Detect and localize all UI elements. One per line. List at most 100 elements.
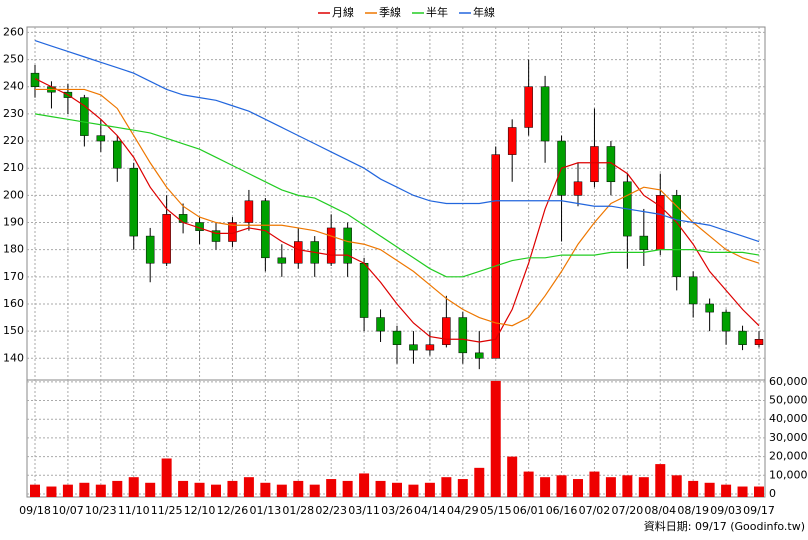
ma-line bbox=[35, 88, 760, 327]
y2-tick-label: 0 bbox=[769, 487, 776, 500]
y-tick-label: 140 bbox=[3, 351, 24, 364]
y-tick-label: 210 bbox=[3, 161, 24, 174]
legend-label: 季線 bbox=[379, 5, 401, 19]
volume-bar bbox=[161, 458, 172, 497]
candle-body bbox=[458, 317, 468, 354]
volume-bar bbox=[605, 477, 616, 497]
x-tick-label: 08/19 bbox=[677, 504, 709, 517]
volume-bar bbox=[754, 486, 764, 497]
candle-body bbox=[96, 135, 106, 142]
x-tick-label: 01/28 bbox=[282, 504, 314, 517]
x-tick-label: 09/03 bbox=[710, 504, 742, 517]
candle-body bbox=[376, 317, 385, 332]
x-tick-label: 03/11 bbox=[348, 504, 380, 517]
volume-bar bbox=[62, 484, 73, 497]
candle-body bbox=[507, 127, 517, 155]
volume-bar bbox=[342, 480, 353, 497]
y-tick-label: 230 bbox=[3, 107, 24, 120]
volume-bar bbox=[30, 484, 40, 497]
x-tick-label: 04/14 bbox=[414, 504, 446, 517]
volume-bar bbox=[211, 484, 221, 497]
volume-bar bbox=[112, 480, 123, 497]
candle-body bbox=[754, 339, 764, 345]
candle-body bbox=[80, 97, 89, 136]
volume-bar bbox=[424, 482, 435, 497]
y-tick-label: 180 bbox=[3, 243, 24, 256]
candle-body bbox=[294, 241, 303, 264]
volume-bar bbox=[408, 484, 419, 497]
candle-body bbox=[113, 140, 122, 169]
candle-body bbox=[359, 262, 369, 318]
y2-tick-label: 50,000 bbox=[769, 394, 808, 407]
y2-tick-label: 30,000 bbox=[769, 431, 808, 444]
x-tick-label: 09/17 bbox=[743, 504, 775, 517]
volume-bar bbox=[655, 464, 666, 497]
candle-body bbox=[639, 235, 649, 250]
candle-body bbox=[425, 344, 435, 351]
volume-bar bbox=[704, 482, 715, 497]
volume-bar bbox=[474, 467, 485, 497]
volume-bar bbox=[688, 480, 699, 497]
volume-bar bbox=[589, 471, 600, 497]
volume-bar bbox=[392, 482, 402, 497]
volume-bar bbox=[276, 484, 287, 497]
candle-body bbox=[738, 330, 747, 345]
y-tick-label: 190 bbox=[3, 216, 24, 229]
candle-body bbox=[475, 352, 484, 359]
candle-body bbox=[392, 330, 402, 345]
x-tick-label: 06/16 bbox=[546, 504, 578, 517]
volume-bar bbox=[490, 380, 501, 497]
x-tick-label: 07/02 bbox=[579, 504, 611, 517]
x-tick-label: 01/13 bbox=[250, 504, 282, 517]
ma-line bbox=[34, 113, 760, 278]
candle-body bbox=[606, 146, 616, 183]
candle-body bbox=[326, 227, 336, 264]
x-tick-label: 11/25 bbox=[151, 504, 183, 517]
candle-body bbox=[721, 311, 731, 332]
legend-label: 半年 bbox=[426, 5, 448, 19]
candle-body bbox=[656, 195, 665, 250]
y-tick-label: 150 bbox=[3, 324, 24, 337]
y2-tick-label: 60,000 bbox=[769, 375, 808, 388]
x-tick-label: 12/26 bbox=[217, 504, 249, 517]
candle-body bbox=[491, 154, 500, 359]
candle-body bbox=[442, 317, 451, 345]
y-tick-label: 250 bbox=[3, 53, 24, 66]
candle-body bbox=[277, 257, 287, 264]
volume-bar bbox=[243, 477, 254, 497]
x-tick-label: 09/18 bbox=[19, 504, 51, 517]
candle-body bbox=[688, 276, 698, 305]
candle-body bbox=[178, 214, 188, 223]
volume-bar bbox=[95, 484, 106, 497]
candle-body bbox=[261, 200, 270, 259]
volume-bar bbox=[260, 482, 271, 497]
y-tick-label: 240 bbox=[3, 80, 24, 93]
x-tick-label: 11/10 bbox=[118, 504, 150, 517]
y2-tick-label: 20,000 bbox=[769, 450, 808, 463]
volume-bar bbox=[671, 475, 682, 497]
volume-bar bbox=[128, 477, 139, 497]
candle-body bbox=[573, 181, 583, 196]
x-tick-label: 07/20 bbox=[612, 504, 644, 517]
candle-body bbox=[524, 86, 533, 128]
volume-bar bbox=[293, 480, 304, 497]
legend-label: 月線 bbox=[332, 5, 354, 19]
x-tick-label: 08/04 bbox=[644, 504, 676, 517]
candle-body bbox=[590, 146, 599, 183]
x-tick-label: 05/15 bbox=[480, 504, 512, 517]
volume-bar bbox=[622, 475, 633, 497]
y-tick-label: 260 bbox=[3, 25, 24, 38]
volume-bar bbox=[359, 473, 370, 497]
volume-bar bbox=[309, 484, 320, 497]
candle-body bbox=[244, 200, 254, 223]
volume-bar bbox=[46, 486, 57, 497]
y2-tick-label: 40,000 bbox=[769, 412, 808, 425]
candle-body bbox=[162, 214, 171, 264]
volume-bar bbox=[457, 479, 468, 497]
volume-bar bbox=[326, 479, 337, 497]
ma-line bbox=[34, 78, 760, 343]
volume-bar bbox=[556, 475, 567, 497]
candle-body bbox=[672, 195, 681, 278]
y-tick-label: 200 bbox=[3, 188, 24, 201]
